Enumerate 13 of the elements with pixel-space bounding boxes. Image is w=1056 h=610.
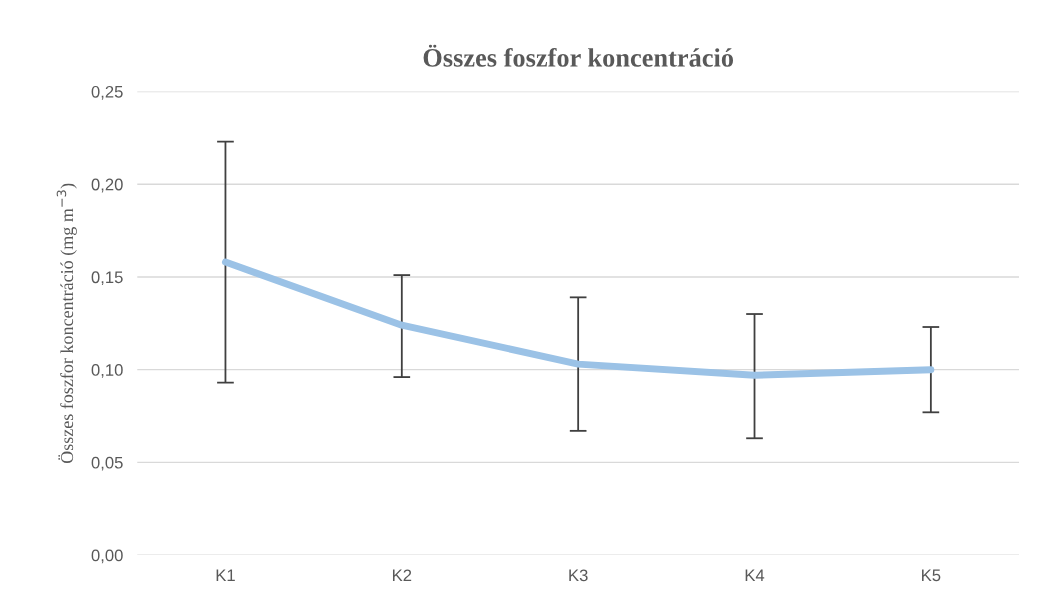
- y-tick-label: 0,20: [91, 178, 123, 193]
- x-tick-label: K2: [392, 569, 412, 582]
- x-tick-label: K4: [745, 569, 765, 582]
- y-tick-label: 0,15: [91, 271, 123, 286]
- y-tick-label: 0,25: [91, 85, 123, 100]
- x-tick-label: K1: [216, 569, 235, 582]
- chart-title: Összes foszfor koncentráció: [423, 44, 734, 67]
- y-axis-title: Összes foszfor koncentráció (mg m$^{−3}$): [56, 183, 77, 464]
- y-tick-label: 0,00: [91, 549, 123, 564]
- y-tick-label: 0,05: [91, 456, 123, 471]
- x-tick-label: K3: [569, 569, 588, 582]
- x-tick-label: K5: [922, 569, 941, 582]
- y-tick-label: 0,10: [91, 364, 123, 378]
